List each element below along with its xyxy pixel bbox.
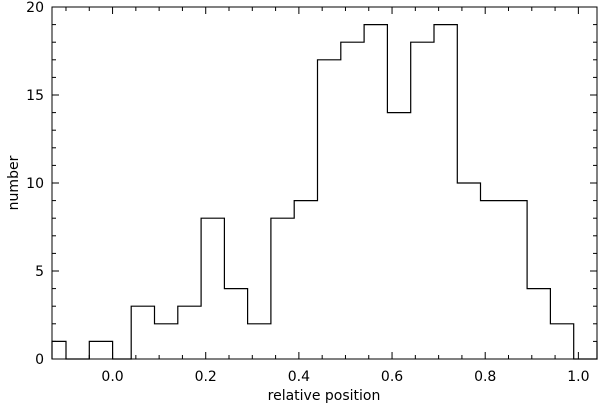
x-tick-label: 0.8 (474, 369, 496, 385)
x-tick-label: 0.6 (381, 369, 403, 385)
y-tick-label: 20 (26, 0, 44, 16)
y-tick-label: 10 (26, 176, 44, 192)
y-axis: 0 5 10 15 20 (26, 0, 597, 368)
x-tick-label: 0.4 (288, 369, 310, 385)
x-tick-label: 0.0 (101, 369, 123, 385)
y-tick-label: 15 (26, 88, 44, 104)
x-axis: 0.0 0.2 0.4 0.6 0.8 1.0 (65, 7, 590, 385)
x-tick-label: 0.2 (195, 369, 217, 385)
x-axis-label: relative position (268, 388, 381, 404)
y-tick-label: 5 (35, 264, 44, 280)
histogram-outline (51, 24, 598, 360)
y-tick-label: 0 (35, 352, 44, 368)
y-axis-label: number (6, 155, 22, 210)
x-tick-label: 1.0 (567, 369, 589, 385)
